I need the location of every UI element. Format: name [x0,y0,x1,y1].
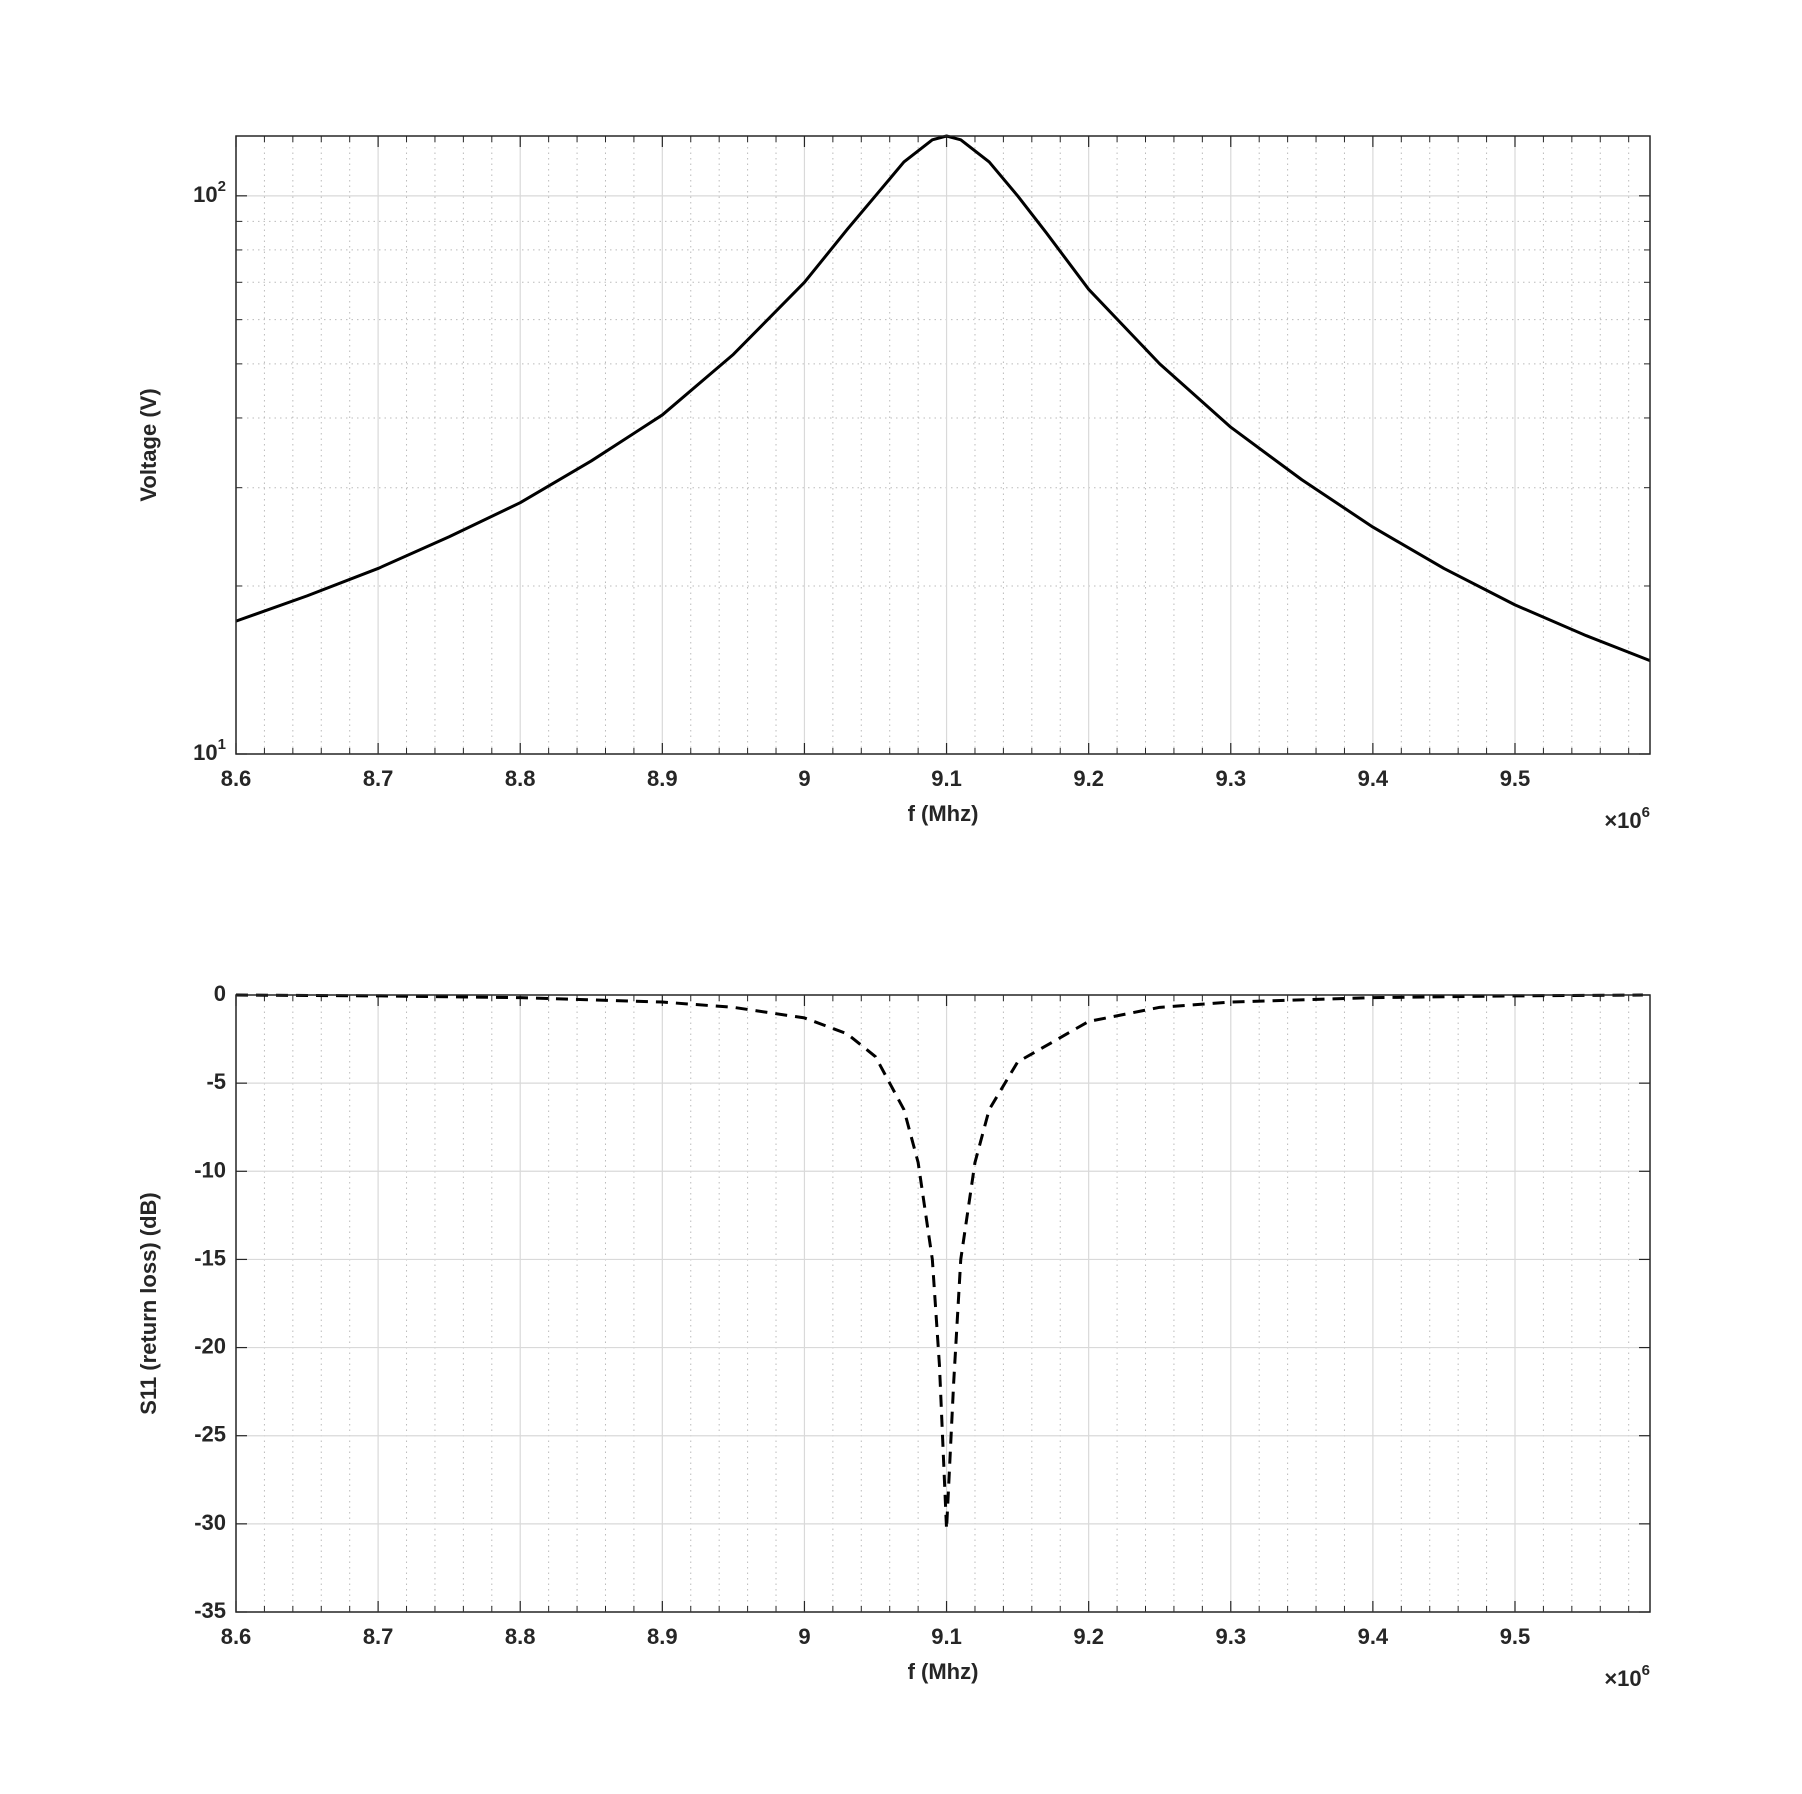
x-tick-label: 8.8 [505,766,536,791]
y-tick-label: 101 [193,736,226,765]
x-multiplier-base: ×10 [1604,1666,1641,1691]
x-tick-label: 9.3 [1215,1624,1246,1649]
x-multiplier-exponent: 6 [1642,804,1650,821]
x-tick-label: 8.9 [647,1624,678,1649]
x-tick-label: 8.8 [505,1624,536,1649]
x-tick-label: 8.6 [221,1624,252,1649]
y-tick-label-exponent: 2 [218,178,226,195]
plot-area [236,995,1650,1612]
y-tick-label: -10 [194,1157,226,1182]
x-multiplier-exponent: 6 [1642,1662,1650,1679]
y-tick-label: -5 [206,1069,226,1094]
x-tick-label: 8.7 [363,1624,394,1649]
data-line [235,993,1643,1531]
y-tick-label-base: -35 [194,1598,226,1623]
y-tick-label-exponent: 1 [218,736,226,753]
x-tick-label: 9.2 [1073,766,1104,791]
x-tick-label: 9.3 [1215,766,1246,791]
y-tick-label-base: 10 [193,182,217,207]
y-tick-label-base: -10 [194,1157,226,1182]
y-tick-label-base: -5 [206,1069,226,1094]
x-tick-label: 9 [798,1624,810,1649]
x-tick-label: 9.1 [931,766,962,791]
x-tick-label: 9.1 [931,1624,962,1649]
x-tick-label: 8.9 [647,766,678,791]
y-tick-label: -20 [194,1333,226,1358]
y-axis-label: S11 (return loss) (dB) [136,1192,161,1414]
axes-frame [235,994,1651,1613]
x-tick-label: 9.5 [1500,766,1531,791]
y-tick-label: -30 [194,1510,226,1535]
x-tick-label: 9 [798,766,810,791]
plot-area [236,136,1650,754]
x-tick-label: 9.4 [1358,766,1389,791]
axes-frame [235,135,1651,755]
x-axis-label: f (Mhz) [908,801,979,826]
y-tick-label-base: -15 [194,1245,226,1270]
x-axis-label: f (Mhz) [908,1659,979,1684]
y-tick-label: -35 [194,1598,226,1623]
y-tick-label-base: -20 [194,1333,226,1358]
y-tick-label: 102 [193,178,226,207]
y-tick-label-base: 0 [214,981,226,1006]
y-tick-label: -15 [194,1245,226,1270]
x-tick-label: 9.4 [1358,1624,1389,1649]
y-tick-label-base: -25 [194,1422,226,1447]
y-tick-label: 0 [214,981,226,1006]
x-tick-label: 9.5 [1500,1624,1531,1649]
y-axis-label: Voltage (V) [136,388,161,501]
y-tick-label: -25 [194,1422,226,1447]
x-tick-label: 8.6 [221,766,252,791]
x-tick-label: 8.7 [363,766,394,791]
axes: 8.6 8.7 8.8 8.9 9 9.1 9.2 9.3 9.4 9.5 0 -5 -10 -15 -20… [136,981,1651,1691]
x-multiplier: ×106 [1604,1662,1650,1691]
y-tick-label-base: 10 [193,740,217,765]
x-multiplier: ×106 [1604,804,1650,833]
x-tick-label: 9.2 [1073,1624,1104,1649]
x-multiplier-base: ×10 [1604,808,1641,833]
y-tick-label-base: -30 [194,1510,226,1535]
